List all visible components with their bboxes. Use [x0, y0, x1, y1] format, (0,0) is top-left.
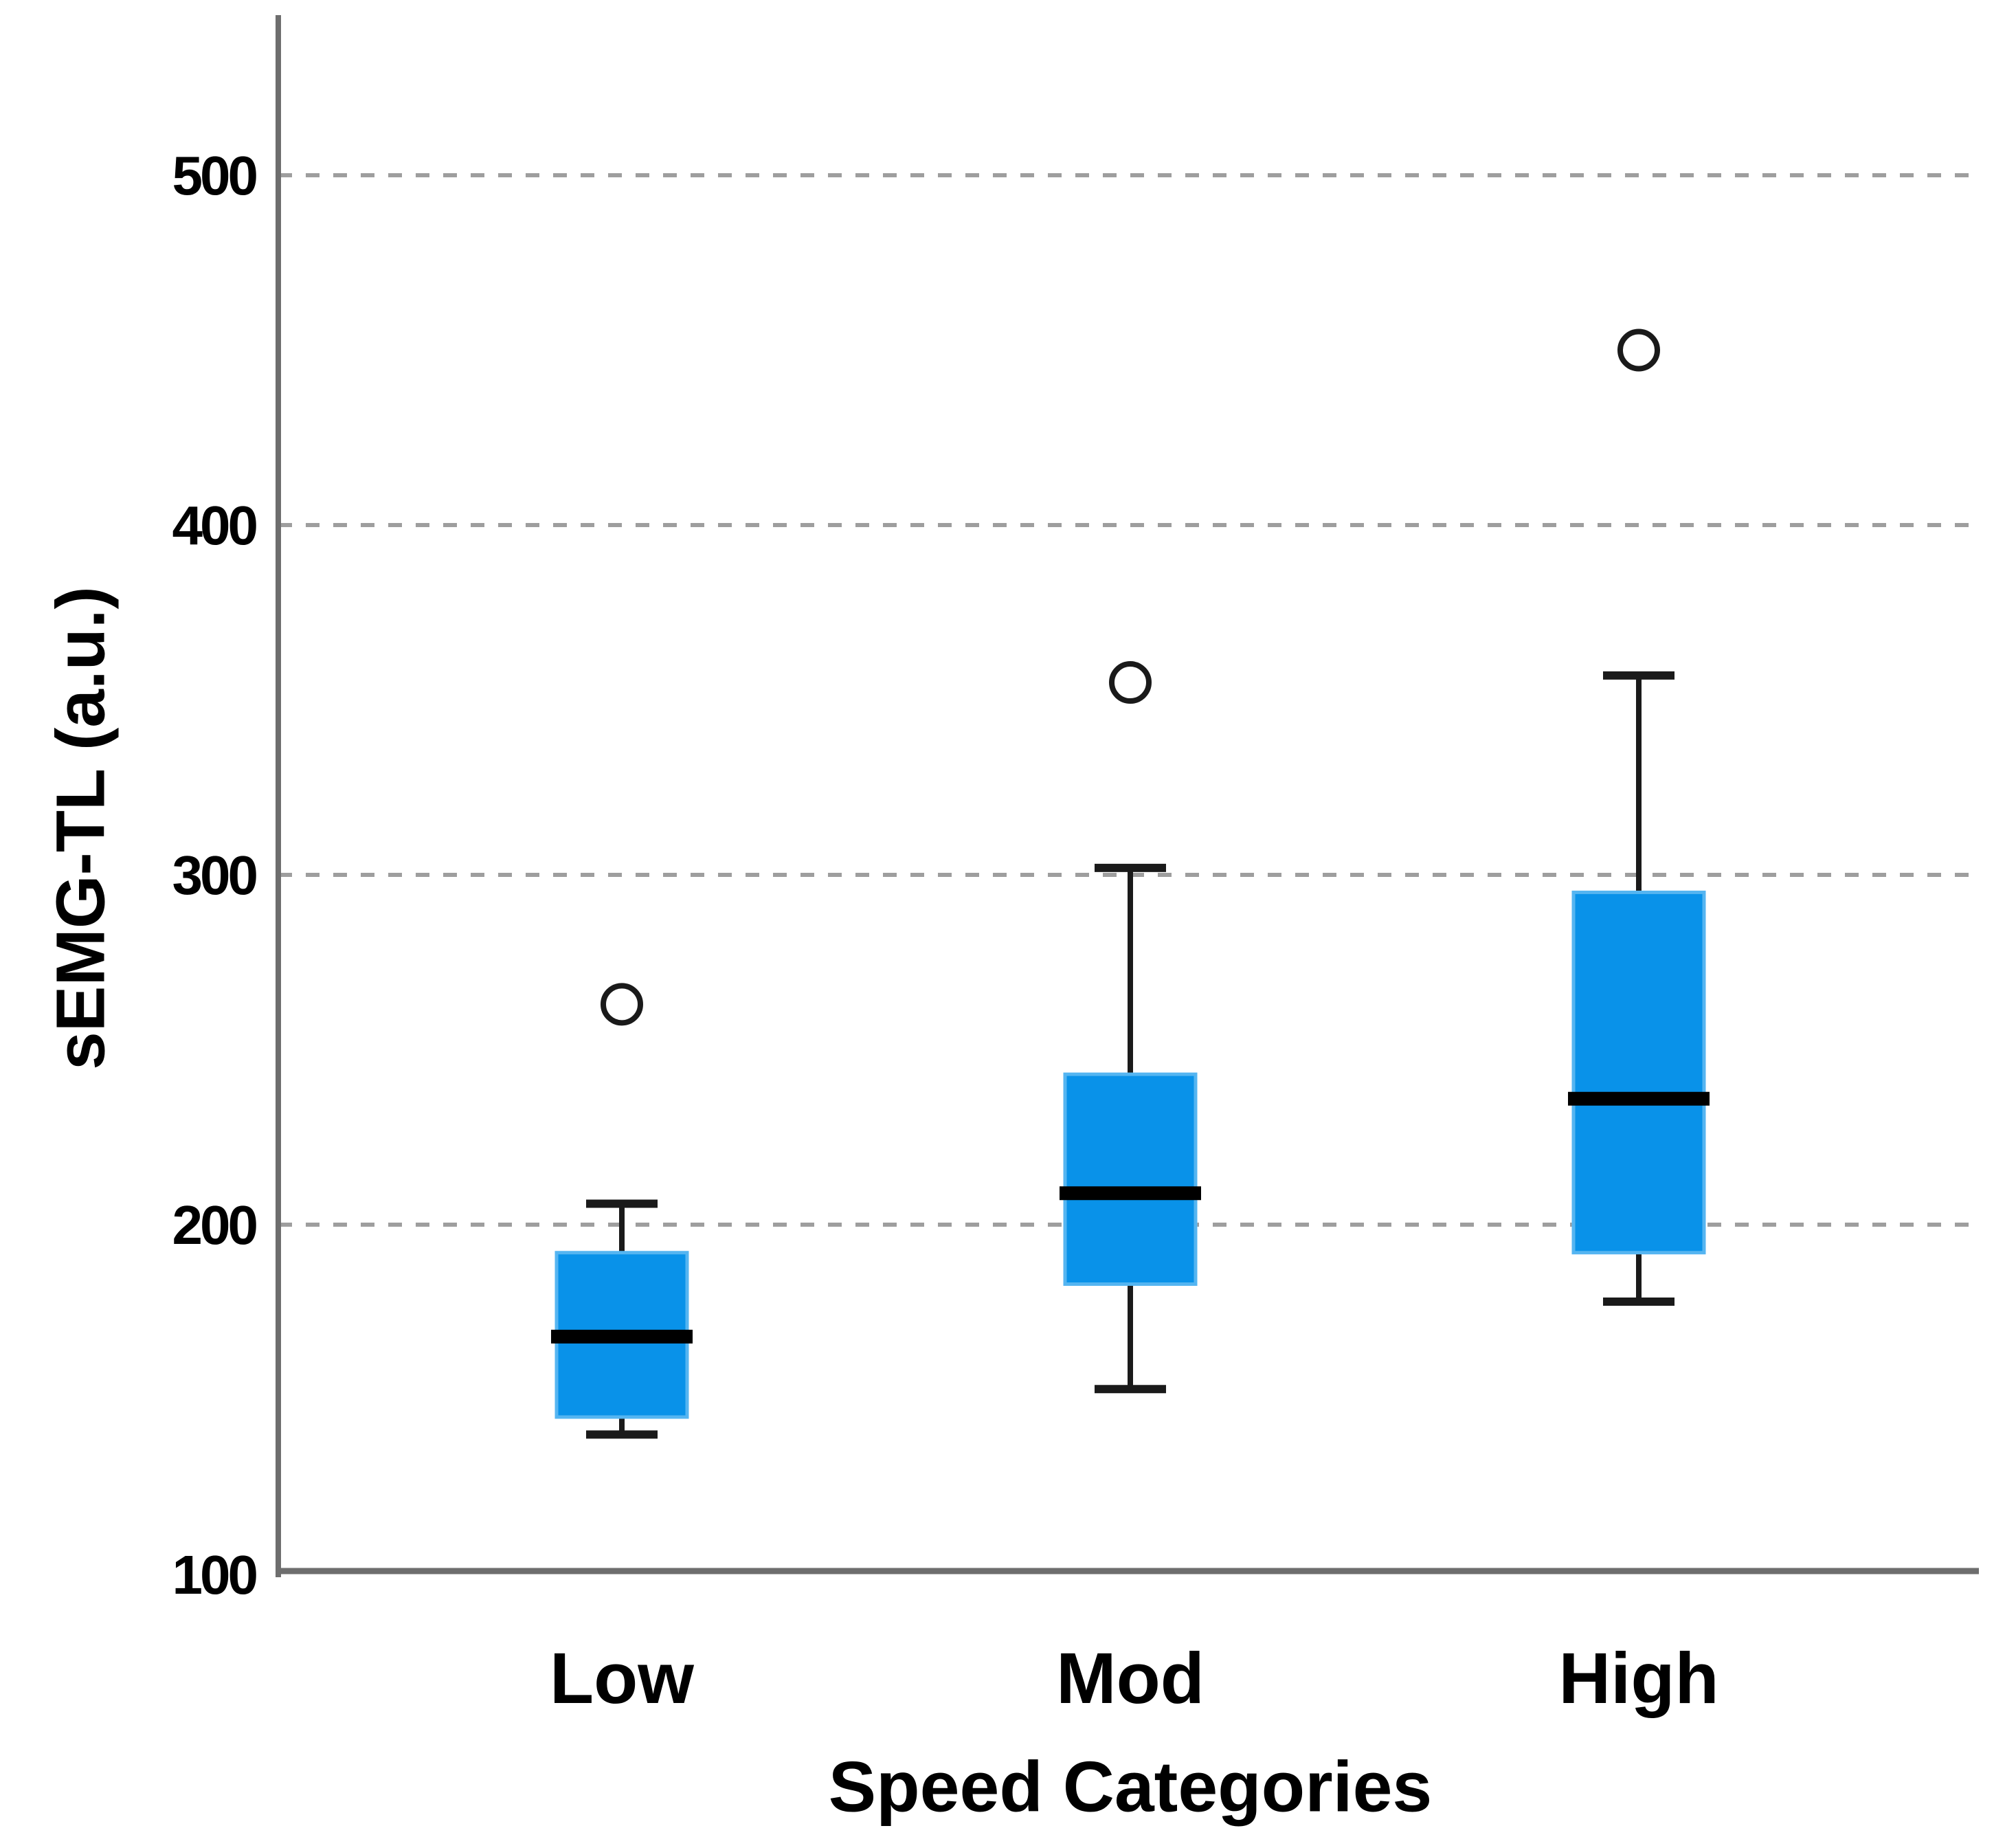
x-tick-label-low: Low: [550, 1638, 694, 1719]
y-tick-label-100: 100: [172, 1544, 257, 1605]
y-tick-label-500: 500: [172, 145, 257, 206]
x-tick-label-mod: Mod: [1056, 1638, 1205, 1719]
outlier-mod-0: [1109, 661, 1152, 704]
box-high: [1571, 890, 1706, 1255]
y-axis-title: sEMG-TL (a.u.): [42, 586, 120, 1070]
outlier-low-0: [601, 983, 643, 1026]
x-tick-label-high: High: [1558, 1638, 1718, 1719]
y-tick-label-400: 400: [172, 495, 257, 556]
x-axis-title: Speed Categories: [828, 1747, 1433, 1827]
y-tick-label-200: 200: [172, 1194, 257, 1256]
box-mod: [1063, 1072, 1198, 1287]
y-tick-label-300: 300: [172, 845, 257, 906]
outlier-high-0: [1617, 329, 1660, 372]
